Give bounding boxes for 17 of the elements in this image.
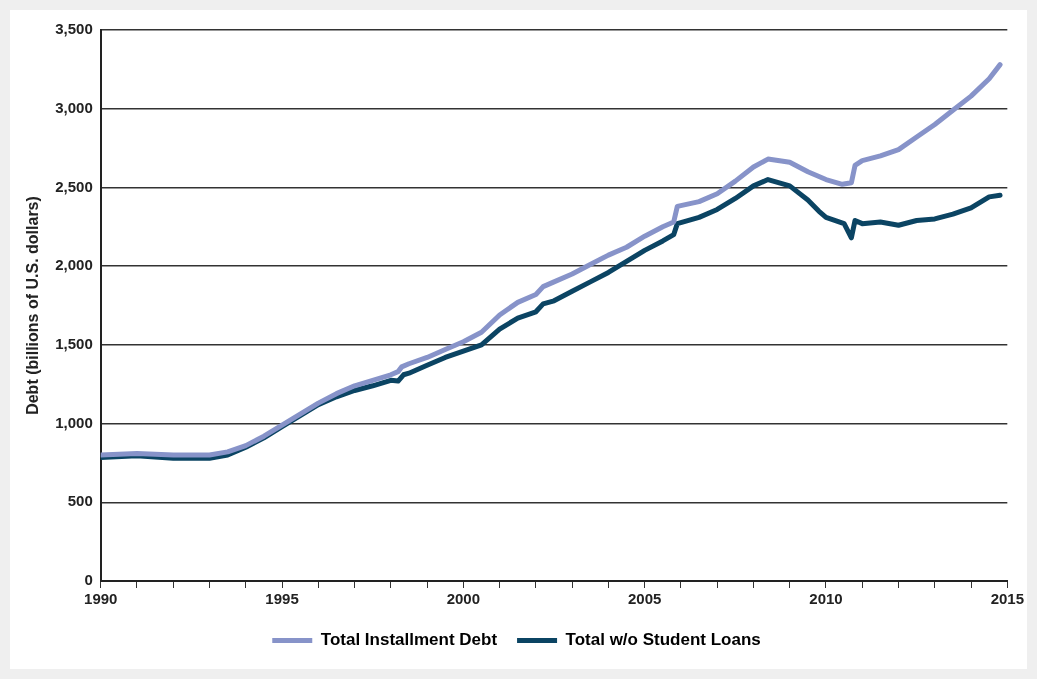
y-tick-label: 500 <box>67 492 93 510</box>
legend-label: Total w/o Student Loans <box>565 630 761 650</box>
legend-label: Total Installment Debt <box>320 630 498 650</box>
y-tick-label: 1,000 <box>55 413 93 431</box>
x-tick-label: 1990 <box>84 590 118 608</box>
y-tick-label: 0 <box>84 571 93 589</box>
y-tick-label: 2,500 <box>55 177 93 195</box>
x-tick-label: 2015 <box>990 590 1024 608</box>
x-tick-label: 2005 <box>628 590 662 608</box>
y-tick-label: 1,500 <box>55 335 93 352</box>
y-tick-label: 3,000 <box>55 98 93 116</box>
x-tick-label: 1995 <box>265 590 299 608</box>
y-axis-title: Debt (billions of U.S. dollars) <box>24 196 42 415</box>
x-tick-label: 2000 <box>446 590 481 608</box>
y-tick-label: 2,000 <box>55 256 93 274</box>
y-tick-label: 3,500 <box>55 20 93 38</box>
x-tick-label: 2010 <box>809 590 843 608</box>
